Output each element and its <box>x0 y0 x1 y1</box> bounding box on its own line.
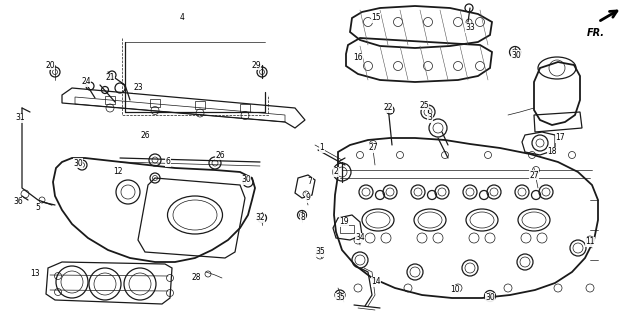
Text: 17: 17 <box>555 133 565 142</box>
Text: 10: 10 <box>450 285 460 294</box>
Text: 33: 33 <box>465 23 475 33</box>
Text: 35: 35 <box>335 293 345 302</box>
Text: 27: 27 <box>368 143 378 153</box>
Text: 13: 13 <box>30 269 40 278</box>
Text: 30: 30 <box>73 158 83 167</box>
Text: 29: 29 <box>251 60 261 69</box>
Text: 2: 2 <box>334 167 339 177</box>
Text: 16: 16 <box>353 53 363 62</box>
Text: 30: 30 <box>485 293 495 302</box>
Text: 26: 26 <box>215 150 225 159</box>
Text: 36: 36 <box>13 197 23 206</box>
Text: 9: 9 <box>305 194 310 203</box>
Text: 21: 21 <box>105 74 115 83</box>
Text: 27: 27 <box>529 171 539 180</box>
Text: 15: 15 <box>371 13 381 22</box>
Text: 23: 23 <box>133 84 143 92</box>
Text: 3: 3 <box>428 114 433 123</box>
Text: 22: 22 <box>383 103 393 113</box>
Text: 34: 34 <box>355 234 365 243</box>
Text: 1: 1 <box>320 143 324 153</box>
Text: 30: 30 <box>511 51 521 60</box>
Text: 19: 19 <box>339 218 349 227</box>
Text: 30: 30 <box>241 175 251 185</box>
Text: 11: 11 <box>585 237 595 246</box>
Text: 32: 32 <box>255 213 265 222</box>
Text: 8: 8 <box>300 213 305 222</box>
Text: 26: 26 <box>140 131 150 140</box>
Text: 31: 31 <box>15 114 25 123</box>
Text: 20: 20 <box>45 60 55 69</box>
Text: 5: 5 <box>36 204 40 212</box>
Text: 35: 35 <box>315 247 325 257</box>
Text: 18: 18 <box>547 148 557 156</box>
Text: 4: 4 <box>179 13 184 22</box>
Text: 25: 25 <box>419 100 429 109</box>
Text: 28: 28 <box>191 274 201 283</box>
Text: FR.: FR. <box>587 28 605 38</box>
Text: 14: 14 <box>371 277 381 286</box>
Text: 7: 7 <box>308 178 312 187</box>
Text: 24: 24 <box>81 77 91 86</box>
Text: 6: 6 <box>166 157 171 166</box>
Bar <box>340 225 354 233</box>
Text: 12: 12 <box>113 167 123 177</box>
